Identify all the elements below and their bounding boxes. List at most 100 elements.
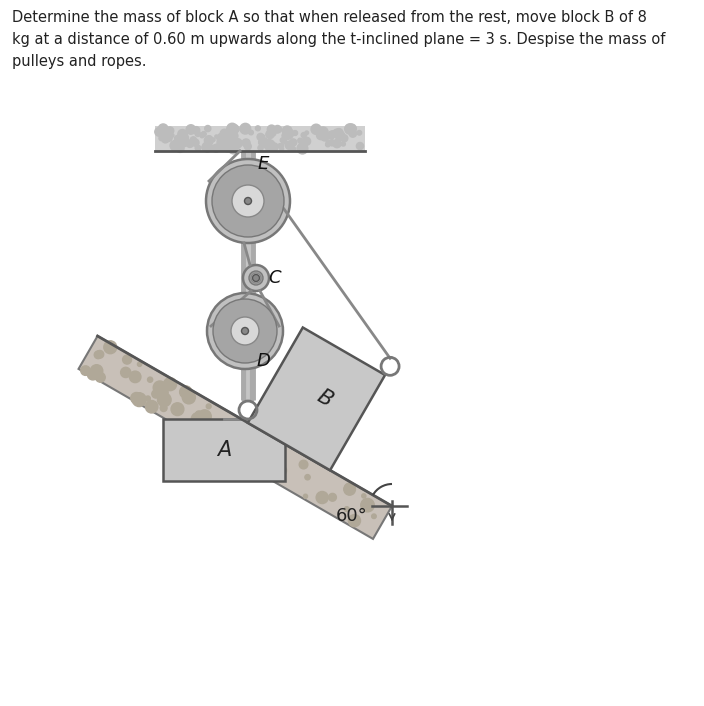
Circle shape [257,133,264,140]
Circle shape [206,159,290,243]
Circle shape [260,455,269,465]
Circle shape [258,145,263,150]
Circle shape [251,273,261,283]
Circle shape [217,445,221,450]
Circle shape [347,124,356,133]
Text: 60°: 60° [336,507,368,525]
Circle shape [297,143,308,154]
Circle shape [291,147,296,151]
Circle shape [278,143,282,148]
Circle shape [132,393,146,407]
Circle shape [152,390,160,398]
Circle shape [299,460,308,469]
Circle shape [161,133,165,138]
Circle shape [298,138,302,143]
Circle shape [258,460,272,474]
Circle shape [264,140,275,150]
Circle shape [162,136,169,143]
Circle shape [372,514,376,518]
Circle shape [293,131,298,136]
Circle shape [232,185,264,217]
Circle shape [208,438,217,447]
Circle shape [320,127,325,133]
Circle shape [356,143,363,150]
Circle shape [269,129,276,136]
Circle shape [180,133,189,143]
Circle shape [323,129,327,133]
Circle shape [158,124,168,133]
Circle shape [165,134,172,141]
Circle shape [329,140,334,145]
Circle shape [176,144,184,152]
Circle shape [331,133,335,138]
Circle shape [213,299,277,363]
Circle shape [256,126,260,131]
Circle shape [318,128,323,133]
Circle shape [303,137,310,145]
Circle shape [344,484,356,495]
Circle shape [317,131,325,140]
Circle shape [273,462,277,466]
Circle shape [325,143,330,147]
Circle shape [333,140,341,148]
Circle shape [344,483,355,493]
Circle shape [341,142,346,146]
Circle shape [195,131,201,136]
Circle shape [195,145,201,151]
Circle shape [249,130,253,135]
Text: Determine the mass of block A so that when released from the rest, move block B : Determine the mass of block A so that wh… [12,10,665,69]
Circle shape [124,356,131,363]
Circle shape [94,351,102,359]
Circle shape [345,124,355,134]
Circle shape [289,139,296,146]
Circle shape [178,129,187,138]
Circle shape [191,412,204,426]
Circle shape [279,147,284,150]
Circle shape [327,131,335,139]
Circle shape [158,393,171,407]
Circle shape [212,144,220,152]
Circle shape [191,418,200,426]
Circle shape [161,405,167,412]
Circle shape [217,133,227,143]
Circle shape [190,137,196,143]
Circle shape [231,317,259,345]
Circle shape [258,138,268,147]
Circle shape [192,126,200,134]
Circle shape [200,134,204,138]
Circle shape [230,124,239,133]
Circle shape [166,127,174,135]
Circle shape [279,475,283,479]
Circle shape [87,369,99,380]
Text: E: E [258,155,270,173]
Circle shape [206,404,211,409]
Circle shape [274,126,282,133]
Polygon shape [155,126,365,151]
Circle shape [170,140,180,150]
Circle shape [266,131,274,138]
Circle shape [360,498,375,512]
Circle shape [321,133,328,141]
Circle shape [175,138,180,144]
Circle shape [191,139,199,146]
Circle shape [249,271,263,285]
Circle shape [211,439,219,447]
Circle shape [229,131,232,135]
Circle shape [185,131,189,134]
Circle shape [284,140,287,144]
Circle shape [163,378,177,390]
Circle shape [202,145,208,150]
Circle shape [220,134,228,143]
Circle shape [120,367,131,378]
Circle shape [227,124,237,134]
Circle shape [243,265,269,291]
Circle shape [268,445,281,458]
Text: B: B [313,387,336,411]
Circle shape [261,135,265,138]
Circle shape [196,411,202,418]
Circle shape [298,139,304,144]
Circle shape [225,443,232,450]
Circle shape [224,128,234,139]
Circle shape [285,141,294,150]
Circle shape [305,474,310,480]
